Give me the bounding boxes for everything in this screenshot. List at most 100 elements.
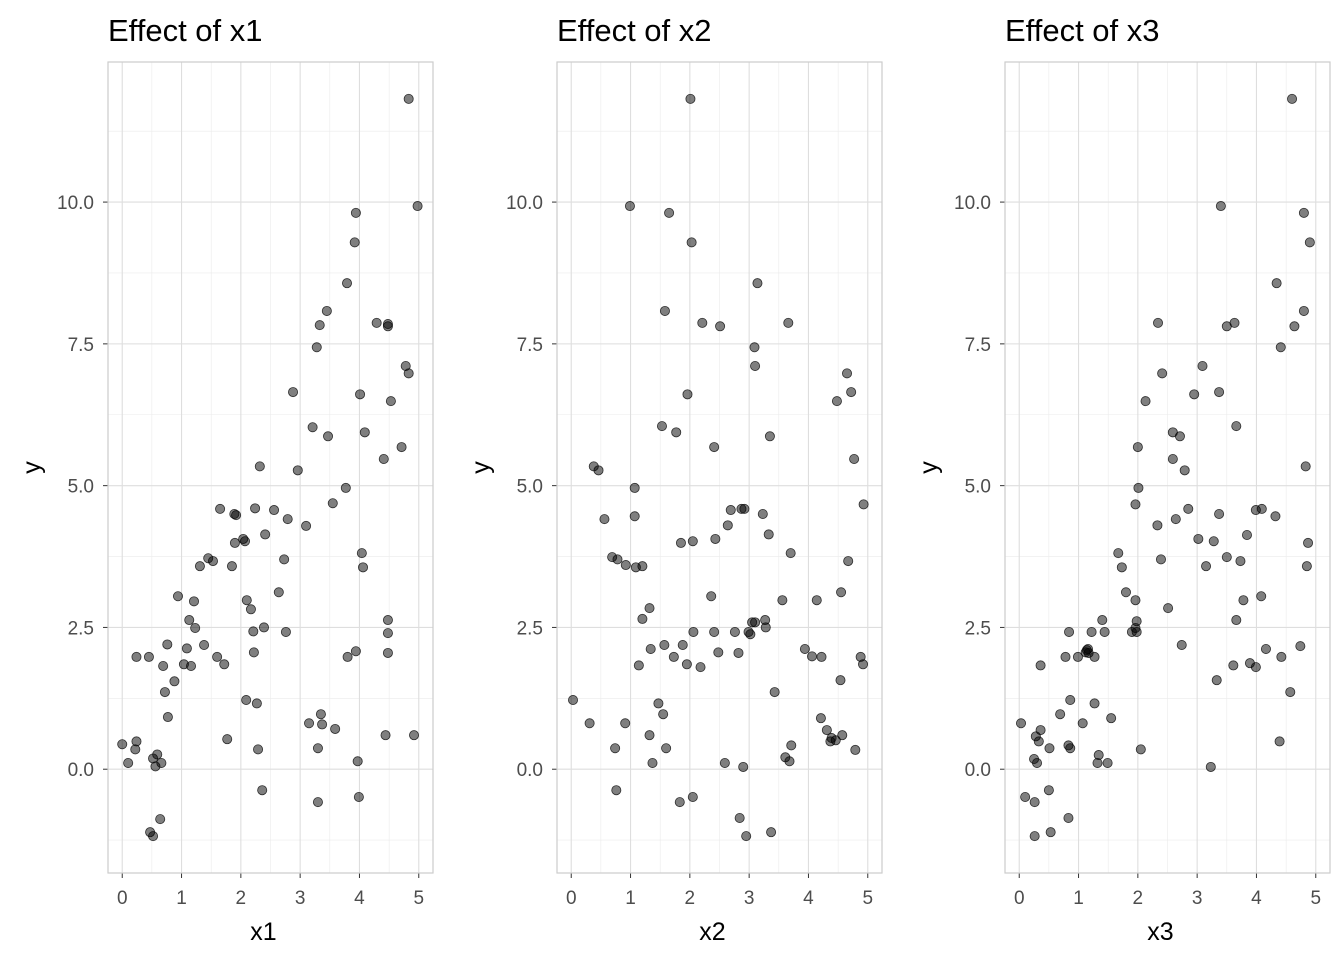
data-point [314, 320, 325, 331]
data-point [681, 659, 692, 670]
data-point [304, 718, 315, 729]
data-point [159, 687, 170, 698]
data-point [1303, 537, 1314, 548]
data-point [599, 514, 610, 525]
data-point [1250, 662, 1261, 673]
data-point [188, 596, 199, 607]
data-point [695, 662, 706, 673]
x-axis-title: x3 [1147, 918, 1173, 946]
data-point [412, 201, 423, 212]
data-point [212, 651, 223, 662]
data-point [645, 643, 656, 654]
data-point [719, 757, 730, 768]
data-point [1097, 615, 1108, 626]
data-point [807, 651, 818, 662]
data-point [403, 93, 414, 104]
y-tick-label: 10.0 [57, 193, 94, 214]
x-tick-label: 0 [117, 888, 128, 909]
data-point [1016, 718, 1027, 729]
data-point [158, 660, 169, 671]
data-point [1044, 743, 1055, 754]
data-point [843, 556, 854, 567]
y-tick-label: 10.0 [954, 193, 991, 214]
data-point [685, 93, 696, 104]
data-point [280, 626, 291, 637]
data-point [1135, 744, 1146, 755]
data-point [1064, 626, 1075, 637]
data-point [311, 342, 322, 353]
data-point [1063, 812, 1074, 823]
data-point [830, 735, 841, 746]
data-point [612, 554, 623, 565]
y-tick-label: 7.5 [517, 335, 543, 356]
data-point [1256, 503, 1267, 514]
data-point [734, 812, 745, 823]
panel-border [107, 61, 434, 874]
data-point [1065, 743, 1076, 754]
x-tick-label: 0 [1014, 888, 1025, 909]
data-point [733, 647, 744, 658]
data-point [1035, 725, 1046, 736]
data-point [1205, 761, 1216, 772]
data-point [697, 317, 708, 328]
data-point [1131, 626, 1142, 637]
x-tick-label: 4 [354, 888, 365, 909]
y-axis-title: y [915, 461, 943, 474]
y-tick-label: 10.0 [506, 193, 543, 214]
data-point [181, 643, 192, 654]
data-point [1221, 552, 1232, 563]
data-point [1256, 591, 1267, 602]
data-point [706, 591, 717, 602]
data-point [1208, 536, 1219, 547]
data-point [786, 740, 797, 751]
data-point [258, 622, 269, 633]
data-point [783, 317, 794, 328]
x-tick-label: 2 [685, 888, 696, 909]
data-point [1140, 396, 1151, 407]
data-point [1065, 695, 1076, 706]
data-point [858, 659, 869, 670]
data-point [288, 387, 299, 398]
data-point [715, 321, 726, 332]
data-point [1093, 750, 1104, 761]
data-point [229, 537, 240, 548]
data-point [849, 453, 860, 464]
data-point [199, 640, 210, 651]
data-point [292, 465, 303, 476]
data-point [749, 342, 760, 353]
data-point [671, 427, 682, 438]
data-point [722, 520, 733, 531]
y-tick-label: 2.5 [517, 618, 543, 639]
data-point [835, 675, 846, 686]
data-point [815, 713, 826, 724]
data-point [315, 709, 326, 720]
data-point [811, 595, 822, 606]
panel-title: Effect of x3 [1005, 13, 1160, 48]
data-point [644, 603, 655, 614]
panel-title: Effect of x1 [108, 13, 263, 48]
panel-2: 0 1 2 3 4 5 0.0 2.5 5.0 7.5 10.0 Effect of x2 x2 y [467, 13, 883, 946]
data-point [321, 305, 332, 316]
data-point [1214, 387, 1225, 398]
data-point [1060, 651, 1071, 662]
data-point [250, 503, 261, 514]
data-point [1289, 321, 1300, 332]
data-point [317, 719, 328, 730]
data-point [190, 622, 201, 633]
y-axis-title: y [467, 461, 495, 474]
data-point [184, 615, 195, 626]
data-point [620, 718, 631, 729]
data-point [257, 785, 268, 796]
data-point [1304, 237, 1315, 248]
x-tick-label: 4 [1251, 888, 1262, 909]
data-point [629, 482, 640, 493]
y-tick-label: 5.0 [517, 477, 543, 498]
data-point [350, 646, 361, 657]
data-point [279, 554, 290, 565]
panel-border [1004, 61, 1331, 874]
data-point [658, 709, 669, 720]
data-point [1211, 675, 1222, 686]
panel-1: 0 1 2 3 4 5 0.0 2.5 5.0 7.5 10.0 Effect of x1 x1 y [18, 13, 434, 946]
data-point [686, 237, 697, 248]
data-point [568, 695, 579, 706]
